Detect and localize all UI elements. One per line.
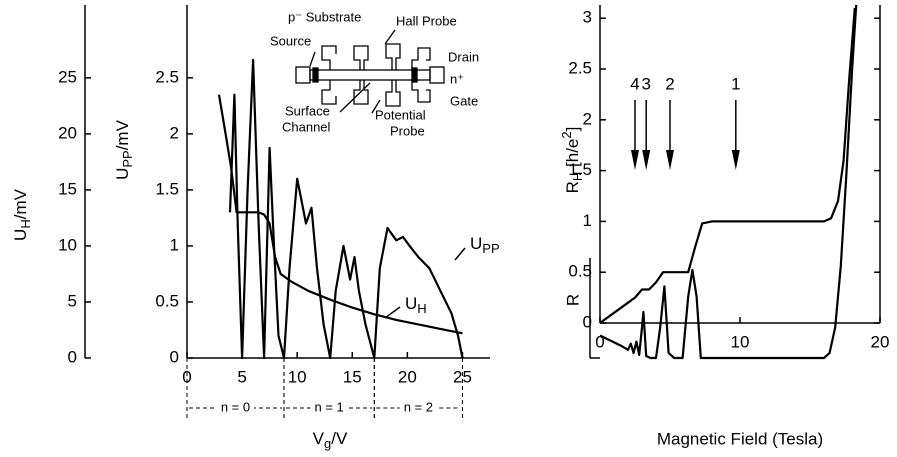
label-part: U (113, 168, 132, 180)
y-label: UPP/mV (113, 119, 135, 180)
series-line (599, 4, 858, 360)
inset-label: Potential (375, 107, 426, 122)
y2-tick-label: 20 (58, 123, 77, 142)
label-part: /V (331, 429, 348, 448)
label-part: /mV (11, 188, 30, 219)
y-tick-label: 0.5 (568, 262, 592, 281)
label-part: U (470, 234, 482, 253)
inset-label: n⁺ (450, 71, 464, 86)
y-tick-label: 1.5 (155, 179, 179, 198)
inset-label: Gate (450, 93, 478, 108)
region-label: n = 1 (314, 399, 343, 414)
inset-label: Surface (285, 103, 330, 118)
region-label-bg (216, 400, 255, 416)
y2-label: UH/mV (11, 188, 33, 241)
y2-label: R (563, 294, 582, 306)
y-tick-label: 0 (583, 312, 592, 331)
series-line (217, 94, 463, 335)
label-part: PP (482, 241, 499, 256)
y-tick-label: 2 (170, 123, 179, 142)
inset-label: Probe (390, 123, 425, 138)
label-part: H (570, 172, 585, 181)
label-part: R (563, 181, 582, 193)
x-tick-label: 0 (182, 367, 191, 386)
label-part: /mV (113, 119, 132, 150)
x-tick-label: 20 (398, 367, 417, 386)
y-tick-label: 0.5 (155, 291, 179, 310)
y-tick-label: 1 (583, 211, 592, 230)
series-label: UPP (470, 234, 500, 256)
y-tick-label: 0 (170, 347, 179, 366)
inset (295, 29, 445, 114)
arrow-head (642, 150, 651, 170)
y-tick-label: 2.5 (568, 58, 592, 77)
label-part: PP (120, 150, 135, 167)
y2-tick-label: 0 (68, 347, 77, 366)
leader (454, 247, 466, 261)
x-tick-label: 10 (731, 332, 750, 351)
y2-tick-label: 25 (58, 67, 77, 86)
y-label: RH [h/e2] (559, 127, 585, 194)
y2-tick-label: 5 (68, 291, 77, 310)
arrow-label: 2 (665, 74, 674, 93)
y-tick-label: 2 (583, 109, 592, 128)
y2-tick-label: 15 (58, 179, 77, 198)
x-tick-label: 20 (871, 332, 890, 351)
y2-tick-label: 10 (58, 235, 77, 254)
series-label: UH (405, 294, 427, 316)
y-tick-label: 2.5 (155, 67, 179, 86)
y-tick-label: 3 (583, 8, 592, 27)
x-tick-label: 5 (237, 367, 246, 386)
x-label: Magnetic Field (Tesla) (657, 429, 823, 448)
x-tick-label: 15 (343, 367, 362, 386)
y-tick-label: 1 (170, 235, 179, 254)
y-tick-label: 1.5 (568, 160, 592, 179)
inset-label: Source (270, 33, 311, 48)
inset-label: Hall Probe (396, 13, 457, 28)
x-tick-label: 25 (453, 367, 472, 386)
region-label: n = 2 (404, 399, 433, 414)
arrow-head (731, 150, 740, 170)
arrow-label: 4 (630, 74, 639, 93)
label-part: H (417, 301, 426, 316)
region-label-bg (399, 400, 438, 416)
label-part: 2 (559, 131, 574, 138)
series-line (599, 7, 856, 324)
label-part: g (324, 436, 331, 451)
label-part: V (313, 429, 325, 448)
arrow-head (666, 150, 674, 170)
inset-label: p⁻ Substrate (288, 9, 361, 24)
label-part: H (18, 219, 33, 228)
x-tick-label: 0 (595, 332, 604, 351)
x-tick-label: 10 (288, 367, 307, 386)
region-label-bg (310, 400, 348, 416)
leader (384, 306, 401, 319)
arrow-label: 1 (731, 74, 740, 93)
label-part: [h/e (563, 139, 582, 172)
arrow-label: 3 (641, 74, 650, 93)
label-part: U (11, 229, 30, 241)
x-label: Vg/V (313, 429, 348, 451)
label-part: U (405, 294, 417, 313)
series-line (228, 58, 464, 360)
region-label: n = 0 (221, 399, 250, 414)
arrow-head (631, 150, 639, 170)
label-part: ] (563, 127, 582, 132)
inset-label: Channel (282, 119, 331, 134)
inset-label: Drain (448, 49, 479, 64)
